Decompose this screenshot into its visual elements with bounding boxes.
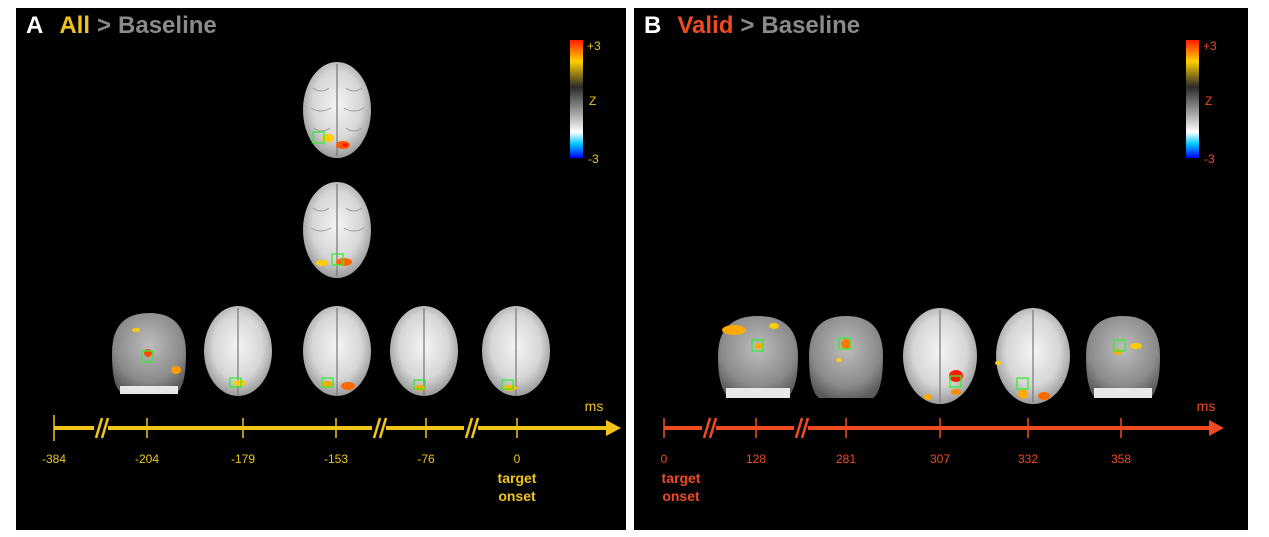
- panel-b-figure: ms 0 128 281 307 332 358 target onset: [661, 308, 1224, 504]
- panel-b-colorbar-mid-label: Z: [1205, 94, 1213, 108]
- panel-b-tick-label: 358: [1111, 452, 1131, 466]
- panel-b-baseline: Baseline: [761, 12, 861, 39]
- panel-a-condition: All: [59, 12, 91, 39]
- brain-top-view: [903, 308, 977, 404]
- panel-a-title: A All > Baseline: [26, 12, 217, 40]
- brain-top-view: [204, 306, 272, 396]
- brain-back-view: [1086, 316, 1160, 398]
- brain-top-view: [303, 306, 371, 396]
- brain-back-view: [112, 313, 186, 394]
- panel-a-colorbar-mid-label: Z: [589, 94, 597, 108]
- panel-a-axis-unit: ms: [585, 398, 604, 414]
- panel-a: A All > Baseline +3 Z -3: [16, 8, 626, 530]
- panel-b-onset-label: target: [662, 470, 701, 486]
- panel-a-letter: A: [26, 12, 44, 39]
- brain-top-view: [995, 308, 1070, 404]
- panel-b-colorbar-bottom-label: -3: [1204, 152, 1215, 166]
- panel-b-tick-label: 307: [930, 452, 950, 466]
- panel-b-letter: B: [644, 12, 662, 39]
- brain-top-view: [482, 306, 550, 396]
- panel-a-tick-label: 0: [514, 452, 521, 466]
- panel-b-separator: >: [740, 12, 755, 39]
- panel-a-onset-label: onset: [498, 488, 536, 504]
- panel-b-tick-label: 128: [746, 452, 766, 466]
- panel-a-figure: ms -384 -204 -179 -153 -76 0 target onse…: [42, 62, 621, 504]
- panel-b-title: B Valid > Baseline: [644, 12, 860, 40]
- panel-a-tick-label: -204: [135, 452, 159, 466]
- panel-a-tick-label: -76: [417, 452, 435, 466]
- brain-top-view: [303, 182, 371, 278]
- panel-a-colorbar-bottom-label: -3: [588, 152, 599, 166]
- panel-b-axis-unit: ms: [1197, 398, 1216, 414]
- panel-a-time-axis: [53, 415, 621, 441]
- brain-top-view: [390, 306, 458, 396]
- panel-b-tick-label: 332: [1018, 452, 1038, 466]
- panel-b-tick-label: 0: [661, 452, 668, 466]
- panel-a-colorbar-top-label: +3: [587, 39, 601, 53]
- panel-b: B Valid > Baseline +3 Z -3: [634, 8, 1248, 530]
- panel-a-onset-label: target: [498, 470, 537, 486]
- panel-b-onset-label: onset: [662, 488, 700, 504]
- panel-a-tick-label: -179: [231, 452, 255, 466]
- panel-b-condition: Valid: [677, 12, 734, 39]
- panel-a-baseline: Baseline: [118, 12, 217, 39]
- panel-a-separator: >: [97, 12, 112, 39]
- panel-b-time-axis: [663, 417, 1224, 439]
- panel-b-colorbar-top-label: +3: [1203, 39, 1217, 53]
- panel-a-colorbar: [570, 40, 583, 158]
- brain-top-view: [303, 62, 371, 158]
- brain-back-view: [809, 316, 883, 398]
- panel-b-tick-label: 281: [836, 452, 856, 466]
- panel-a-tick-label: -153: [324, 452, 348, 466]
- brain-back-view: [718, 316, 798, 398]
- panel-b-colorbar: [1186, 40, 1199, 158]
- panel-a-tick-label: -384: [42, 452, 66, 466]
